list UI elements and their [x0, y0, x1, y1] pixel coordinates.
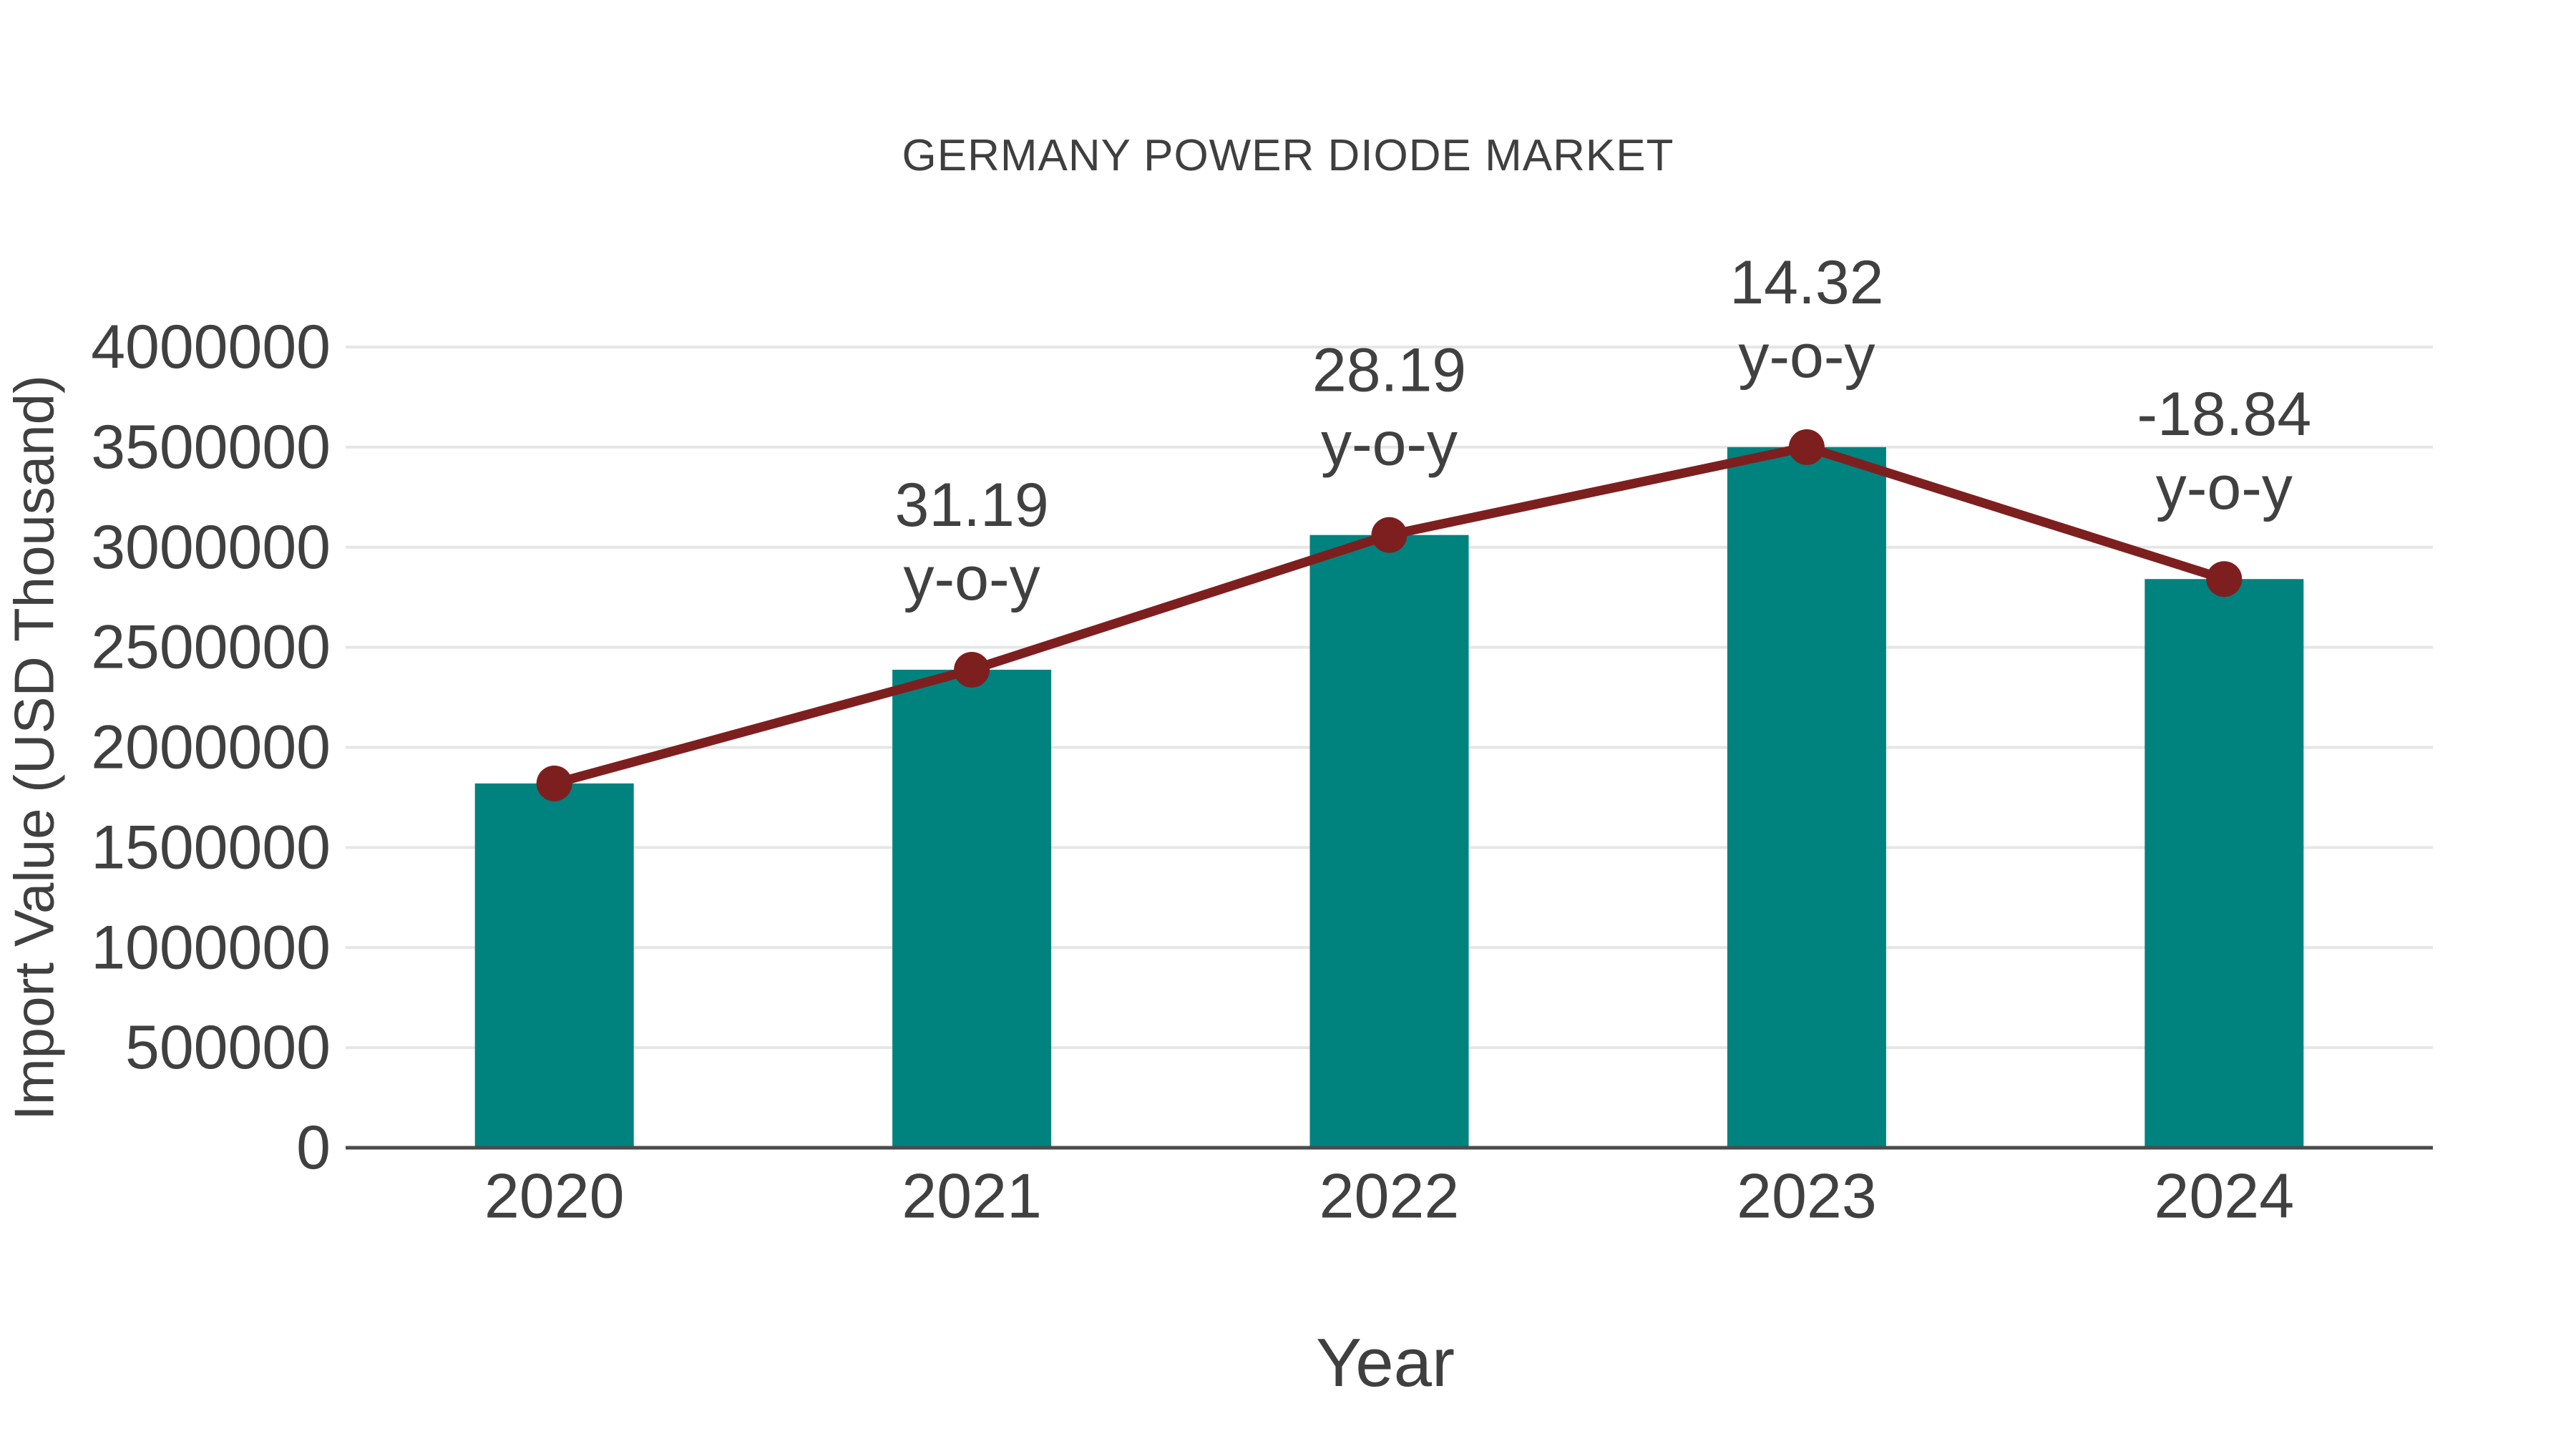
- yoy-value-label-2021: 31.19: [894, 471, 1048, 540]
- y-tick-label-1500000: 1500000: [91, 813, 331, 882]
- chart-title: GERMANY POWER DIODE MARKET: [902, 131, 1674, 180]
- y-tick-label-1000000: 1000000: [91, 913, 331, 982]
- y-tick-label-3000000: 3000000: [91, 513, 331, 582]
- bar-2024: [2145, 579, 2304, 1148]
- x-tick-label-2022: 2022: [1319, 1161, 1460, 1231]
- bar-2020: [474, 783, 634, 1148]
- yoy-suffix-label-2022: y-o-y: [1321, 410, 1458, 479]
- x-tick-label-2020: 2020: [484, 1161, 625, 1231]
- x-tick-label-2021: 2021: [902, 1161, 1042, 1231]
- x-tick-label-2024: 2024: [2154, 1161, 2294, 1231]
- trend-marker-2024: [2206, 561, 2243, 597]
- trend-marker-2020: [536, 765, 572, 801]
- y-tick-label-3500000: 3500000: [91, 413, 331, 482]
- bar-2021: [892, 669, 1052, 1148]
- y-tick-label-4000000: 4000000: [91, 313, 331, 381]
- trend-marker-2022: [1371, 517, 1407, 553]
- trend-marker-2023: [1788, 429, 1825, 465]
- y-tick-label-2000000: 2000000: [91, 713, 331, 782]
- yoy-suffix-label-2023: y-o-y: [1738, 322, 1875, 391]
- y-tick-label-0: 0: [296, 1113, 331, 1182]
- bar-2023: [1727, 447, 1886, 1148]
- yoy-value-label-2023: 14.32: [1729, 248, 1883, 317]
- y-tick-label-2500000: 2500000: [91, 613, 331, 682]
- y-tick-label-500000: 500000: [125, 1013, 331, 1082]
- trend-marker-2021: [954, 651, 990, 688]
- yoy-suffix-label-2024: y-o-y: [2156, 454, 2293, 522]
- bar-2022: [1309, 535, 1469, 1148]
- yoy-value-label-2022: 28.19: [1312, 336, 1466, 405]
- yoy-value-label-2024: -18.84: [2137, 380, 2311, 449]
- yoy-suffix-label-2021: y-o-y: [904, 545, 1040, 613]
- x-axis-title: Year: [1316, 1324, 1455, 1401]
- y-axis-title: Import Value (USD Thousand): [2, 375, 66, 1121]
- x-tick-label-2023: 2023: [1737, 1161, 1877, 1231]
